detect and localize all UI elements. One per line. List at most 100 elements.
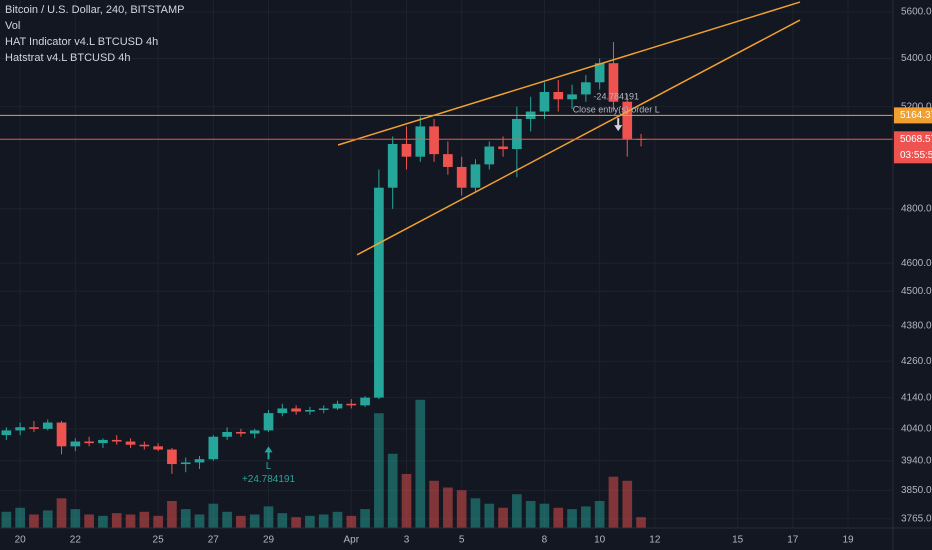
candle-body <box>236 431 246 434</box>
volume-bar <box>332 511 343 528</box>
candle-body <box>139 444 150 447</box>
price-tag-label: 5068.57 <box>900 134 932 145</box>
candle-body <box>622 101 633 139</box>
volume-bar <box>539 503 550 528</box>
candle-body <box>42 422 53 429</box>
candle-body <box>608 63 619 102</box>
volume-bar <box>553 507 564 528</box>
y-tick-label: 3940.00 <box>901 455 932 466</box>
volume-bar <box>236 515 246 528</box>
volume-bar <box>525 501 536 528</box>
volume-bar <box>291 517 301 528</box>
volume-bar <box>608 476 619 528</box>
volume-bar <box>167 501 177 528</box>
volume-bar <box>180 509 191 528</box>
candle-body <box>443 154 453 167</box>
candle-body <box>98 439 108 444</box>
y-tick-label: 5400.00 <box>901 53 932 64</box>
candle-body <box>125 441 136 445</box>
volume-bar <box>594 501 605 528</box>
candle-body <box>167 449 177 465</box>
candle-body <box>249 430 260 434</box>
volume-bar <box>194 514 205 528</box>
volume-bar <box>443 487 453 528</box>
candle-body <box>153 446 163 450</box>
candle-body <box>111 439 122 442</box>
x-tick-label: 27 <box>208 535 220 546</box>
legend-item: HAT Indicator v4.L BTCUSD 4h <box>5 36 158 48</box>
volume-bar <box>374 413 384 528</box>
y-tick-label: 4500.00 <box>901 286 932 297</box>
candle-body <box>208 436 219 460</box>
signal-note: Close entry(s) order L <box>573 104 660 114</box>
legend-item: Bitcoin / U.S. Dollar, 240, BITSTAMP <box>5 4 185 16</box>
x-tick-label: 8 <box>542 535 548 546</box>
candle-body <box>84 441 94 444</box>
volume-bar <box>208 503 219 528</box>
candle-body <box>1 430 12 436</box>
volume-bar <box>429 480 439 528</box>
volume-bar <box>15 507 25 528</box>
volume-bar <box>567 509 577 528</box>
x-tick-label: 3 <box>404 535 410 546</box>
candle-body <box>332 403 343 409</box>
volume-bar <box>277 513 288 528</box>
x-tick-label: Apr <box>344 535 360 546</box>
candle-body <box>429 126 439 155</box>
y-tick-label: 4600.00 <box>901 258 932 269</box>
x-tick-label: 29 <box>263 535 275 546</box>
price-tag <box>894 131 932 164</box>
volume-bar <box>498 507 508 528</box>
candle-body <box>222 431 232 437</box>
x-tick-label: 20 <box>15 535 27 546</box>
volume-bar <box>470 498 481 528</box>
x-tick-label: 25 <box>153 535 165 546</box>
volume-bar <box>484 503 495 528</box>
x-tick-label: 22 <box>70 535 82 546</box>
candle-body <box>194 459 205 463</box>
candle-body <box>498 146 508 150</box>
volume-bar <box>153 515 163 528</box>
x-tick-label: 15 <box>732 535 744 546</box>
candle-body <box>512 118 522 150</box>
candle-body <box>360 397 370 406</box>
candle-body <box>594 63 605 83</box>
signal-arrow <box>264 446 273 460</box>
y-tick-label: 4380.00 <box>901 320 932 331</box>
volume-bar <box>111 513 122 528</box>
x-tick-label: 17 <box>787 535 799 546</box>
price-tag <box>894 107 932 124</box>
candle-body <box>29 427 39 429</box>
volume-bar <box>70 509 81 528</box>
volume-bar <box>581 506 591 528</box>
x-tick-label: 5 <box>459 535 465 546</box>
candle-body <box>456 166 467 188</box>
candle-body <box>415 126 426 157</box>
volume-bar <box>636 517 646 528</box>
candle-body <box>15 427 25 431</box>
volume-bar <box>415 399 426 528</box>
y-tick-label: 4040.00 <box>901 423 932 434</box>
volume-bar <box>346 515 357 528</box>
candle-body <box>277 408 288 414</box>
volume-bar <box>56 498 67 528</box>
candle-body <box>180 462 191 465</box>
price-tag-label: 5164.37 <box>900 110 932 121</box>
y-tick-label: 3765.00 <box>901 513 932 524</box>
y-tick-label: 5200.00 <box>901 101 932 112</box>
trend-line <box>337 1 801 146</box>
x-tick-label: 10 <box>594 535 606 546</box>
volume-bar <box>125 514 136 528</box>
y-tick-label: 4260.00 <box>901 356 932 367</box>
volume-bar <box>249 514 260 528</box>
x-tick-label: 19 <box>842 535 854 546</box>
candle-body <box>374 187 384 398</box>
volume-bar <box>42 510 53 528</box>
candle-body <box>539 91 550 112</box>
volume-bar <box>512 494 522 528</box>
candle-body <box>581 82 591 95</box>
candle-body <box>484 146 495 165</box>
volume-bar <box>305 515 315 528</box>
countdown: 03:55:55 <box>900 150 932 161</box>
